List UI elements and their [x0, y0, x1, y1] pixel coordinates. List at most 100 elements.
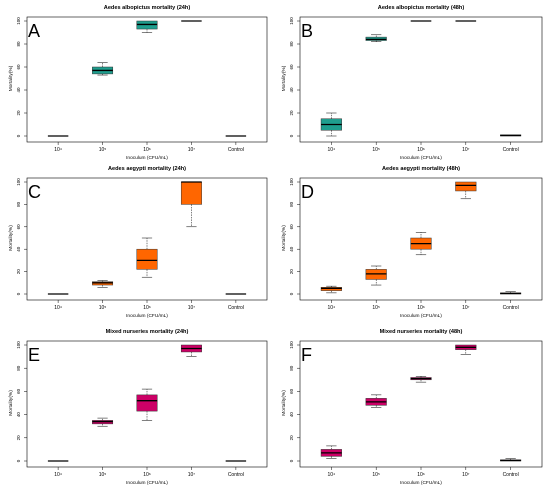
box-3 [455, 344, 477, 355]
x-tick-label: 10⁷ [188, 305, 196, 311]
panel-c: Aedes aegypti mortality (24h) C 0 20 40 60 80 1… [8, 166, 268, 319]
y-tick-label: 0 [289, 459, 294, 462]
y-tick-label: 60 [16, 224, 21, 230]
x-axis-label: Inoculum (CFU/mL) [126, 155, 168, 161]
x-tick-label: 10⁷ [188, 472, 196, 478]
y-tick-label: 20 [16, 110, 21, 116]
panel-e: Mixed nurseries mortality (24h) E 0 20 40 60 8… [8, 329, 268, 486]
y-tick-label: 100 [16, 17, 21, 25]
panel-letter: A [28, 21, 40, 41]
plot-frame [299, 340, 543, 468]
box-1 [92, 280, 114, 288]
panel-letter: F [301, 345, 312, 365]
y-tick-label: 40 [16, 412, 21, 418]
panel-a: Aedes albopictus mortality (24h) A 0 20 40 60… [8, 5, 268, 161]
y-tick-label: 0 [16, 134, 21, 137]
y-tick-label: 20 [289, 110, 294, 116]
y-tick-label: 100 [289, 178, 294, 186]
x-axis-label: Inoculum (CFU/mL) [126, 480, 168, 486]
y-tick-label: 80 [289, 201, 294, 207]
panel-f: Mixed nurseries mortality (48h) F 0 20 40 60 8… [281, 329, 543, 486]
x-tick-label: 10⁵ [372, 305, 380, 311]
y-tick-label: 40 [289, 87, 294, 93]
y-tick-label: 20 [289, 269, 294, 275]
x-tick-label: 10⁵ [99, 472, 107, 478]
x-tick-label: 10⁶ [143, 305, 151, 311]
iqr-box [136, 248, 158, 270]
box-3 [180, 181, 202, 228]
y-tick-label: 80 [16, 201, 21, 207]
y-axis-label: Mortality(%) [281, 390, 287, 416]
panel-letter: E [28, 345, 40, 365]
y-tick-label: 20 [16, 435, 21, 441]
box-4 [500, 291, 522, 295]
y-tick-label: 100 [16, 341, 21, 349]
x-tick-label: Control [228, 305, 244, 311]
box-1 [92, 417, 114, 427]
y-tick-label: 0 [16, 459, 21, 462]
x-tick-label: 10⁴ [328, 472, 336, 478]
panel-letter: D [301, 182, 314, 202]
y-tick-label: 60 [16, 388, 21, 394]
y-tick-label: 40 [289, 412, 294, 418]
y-tick-label: 40 [289, 246, 294, 252]
box-2 [136, 237, 158, 278]
box-2 [410, 376, 432, 383]
x-tick-label: 10⁴ [328, 305, 336, 311]
box-0 [320, 445, 342, 459]
box-0 [320, 285, 342, 294]
y-tick-label: 40 [16, 87, 21, 93]
box-2 [410, 232, 432, 256]
y-tick-label: 60 [289, 388, 294, 394]
chart-title: Mixed nurseries mortality (24h) [106, 329, 189, 335]
x-tick-label: Control [503, 305, 519, 311]
chart-title: Aedes aegypti mortality (48h) [382, 166, 460, 172]
x-tick-label: 10⁴ [54, 147, 62, 153]
x-tick-label: 10⁴ [54, 472, 62, 478]
x-axis-label: Inoculum (CFU/mL) [400, 480, 442, 486]
x-tick-label: 10⁶ [417, 147, 425, 153]
box-3 [455, 181, 477, 200]
x-tick-label: 10⁶ [143, 147, 151, 153]
iqr-box [136, 394, 158, 412]
x-tick-label: Control [228, 147, 244, 153]
y-tick-label: 80 [16, 41, 21, 47]
y-tick-label: 60 [16, 64, 21, 70]
y-axis-label: Mortality(%) [8, 390, 14, 416]
panel-d: Aedes aegypti mortality (48h) D 0 20 40 60 80 1… [281, 166, 543, 319]
y-tick-label: 80 [16, 365, 21, 371]
y-tick-label: 0 [16, 292, 21, 295]
panel-b: Aedes albopictus mortality (48h) B 0 20 40 60… [281, 5, 543, 161]
x-tick-label: 10⁶ [417, 305, 425, 311]
y-axis-label: Mortality(%) [8, 65, 14, 91]
x-tick-label: 10⁷ [462, 305, 470, 311]
x-tick-label: 10⁵ [99, 305, 107, 311]
y-tick-label: 0 [289, 134, 294, 137]
iqr-box [180, 181, 202, 205]
y-tick-label: 100 [16, 178, 21, 186]
y-axis-label: Mortality(%) [281, 225, 287, 251]
y-tick-label: 20 [16, 269, 21, 275]
box-2 [136, 20, 158, 33]
box-1 [365, 265, 387, 286]
chart-title: Aedes aegypti mortality (24h) [108, 166, 186, 172]
x-tick-label: 10⁴ [328, 147, 336, 153]
iqr-box [455, 181, 477, 192]
panel-letter: C [28, 182, 41, 202]
plot-frame [26, 16, 268, 143]
x-axis-label: Inoculum (CFU/mL) [400, 155, 442, 161]
x-tick-label: Control [503, 472, 519, 478]
y-tick-label: 0 [289, 292, 294, 295]
y-tick-label: 100 [289, 17, 294, 25]
y-axis-label: Mortality(%) [281, 65, 287, 91]
x-tick-label: 10⁷ [188, 147, 196, 153]
box-0 [320, 112, 342, 137]
y-tick-label: 40 [16, 246, 21, 252]
x-tick-label: Control [228, 472, 244, 478]
chart-title: Aedes albopictus mortality (24h) [104, 5, 191, 11]
y-tick-label: 100 [289, 341, 294, 349]
y-tick-label: 80 [289, 41, 294, 47]
x-tick-label: 10⁶ [143, 472, 151, 478]
y-tick-label: 60 [289, 64, 294, 70]
x-axis-label: Inoculum (CFU/mL) [126, 313, 168, 319]
